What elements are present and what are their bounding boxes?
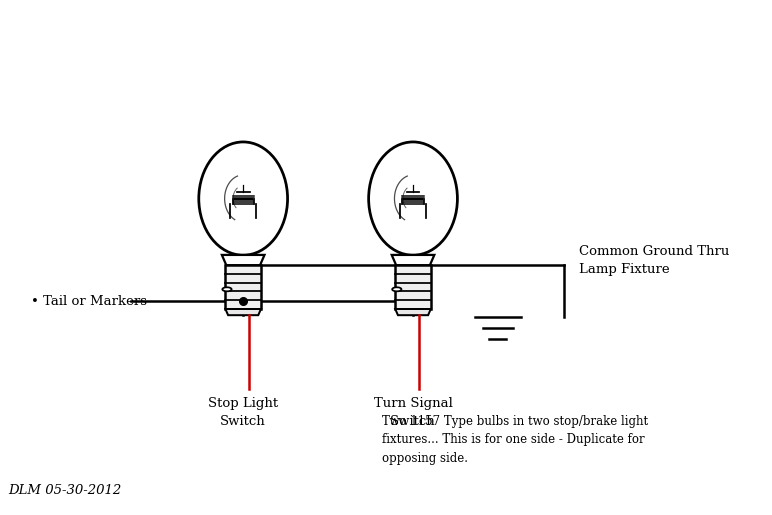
Text: • Tail or Markers: • Tail or Markers <box>31 295 147 308</box>
Polygon shape <box>395 265 431 309</box>
Ellipse shape <box>222 287 232 291</box>
Text: Turn Signal
Switch: Turn Signal Switch <box>374 397 452 427</box>
Text: DLM 05-30-2012: DLM 05-30-2012 <box>8 484 121 497</box>
Polygon shape <box>391 255 435 265</box>
Text: Stop Light
Switch: Stop Light Switch <box>208 397 278 427</box>
Ellipse shape <box>369 142 458 255</box>
Ellipse shape <box>199 142 287 255</box>
Polygon shape <box>225 265 261 309</box>
Text: Common Ground Thru
Lamp Fixture: Common Ground Thru Lamp Fixture <box>579 245 730 276</box>
Polygon shape <box>395 309 431 315</box>
Ellipse shape <box>392 287 401 291</box>
Text: Two 1157 Type bulbs in two stop/brake light
fixtures... This is for one side - D: Two 1157 Type bulbs in two stop/brake li… <box>382 415 648 465</box>
Polygon shape <box>222 255 265 265</box>
Polygon shape <box>225 309 261 315</box>
